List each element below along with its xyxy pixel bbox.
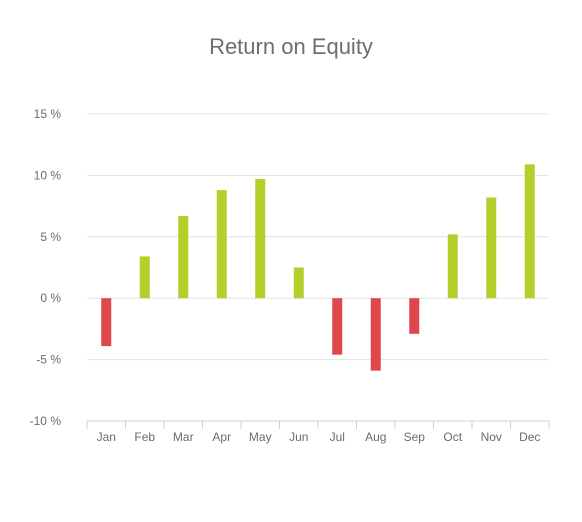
bar-aug bbox=[370, 298, 381, 371]
y-axis-ticks: 15 % 10 % 5 % 0 % -5 % -10 % bbox=[30, 107, 62, 428]
y-tick-label: 10 % bbox=[34, 168, 62, 182]
x-tick-label: May bbox=[249, 430, 272, 444]
x-tick-label: Mar bbox=[173, 430, 194, 444]
x-tick-label: Jan bbox=[97, 430, 116, 444]
chart-title: Return on Equity bbox=[209, 34, 373, 59]
x-tick-label: Aug bbox=[365, 430, 386, 444]
bar-mar bbox=[178, 215, 189, 299]
y-tick-label: 0 % bbox=[40, 291, 61, 305]
x-axis: Jan Feb Mar Apr May Jun Jul Aug Sep Oct Nov Dec bbox=[86, 420, 550, 444]
bar-jul bbox=[332, 298, 343, 355]
x-tick-label: Oct bbox=[443, 430, 462, 444]
bar-sep bbox=[409, 298, 420, 334]
bar-oct bbox=[447, 234, 458, 299]
bar-nov bbox=[486, 197, 497, 299]
x-tick-label: Dec bbox=[519, 430, 540, 444]
bar-dec bbox=[524, 164, 535, 299]
y-tick-label: -5 % bbox=[36, 353, 61, 367]
x-tick-label: Jul bbox=[330, 430, 345, 444]
bar-series bbox=[101, 164, 535, 371]
x-tick-label: Jun bbox=[289, 430, 308, 444]
x-tick-label: Apr bbox=[212, 430, 231, 444]
y-tick-label: 5 % bbox=[40, 230, 61, 244]
y-tick-label: 15 % bbox=[34, 107, 62, 121]
bar-apr bbox=[216, 190, 227, 299]
grid-lines bbox=[87, 113, 549, 361]
x-tick-label: Nov bbox=[481, 430, 502, 444]
x-tick-label: Feb bbox=[134, 430, 155, 444]
y-tick-label: -10 % bbox=[30, 414, 62, 428]
bar-jan bbox=[101, 298, 112, 347]
bar-jun bbox=[293, 267, 304, 299]
x-tick-label: Sep bbox=[404, 430, 426, 444]
bar-may bbox=[255, 179, 266, 299]
bar-feb bbox=[139, 256, 150, 299]
